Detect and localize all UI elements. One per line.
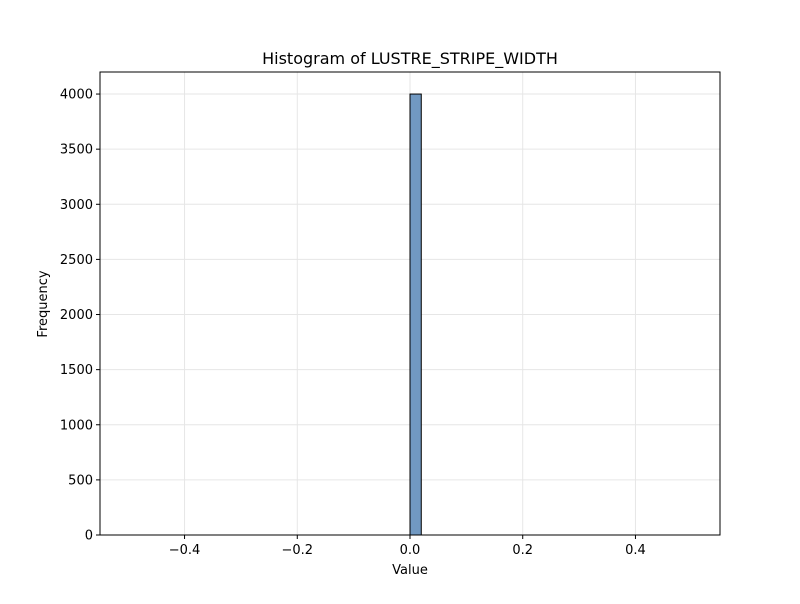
y-tick-label: 500: [68, 473, 93, 488]
x-tick-label: 0.2: [512, 543, 533, 558]
x-tick-label: 0.0: [400, 543, 421, 558]
y-tick-label: 1500: [60, 363, 93, 378]
y-tick-label: 4000: [60, 88, 93, 103]
y-tick-label: 3000: [60, 198, 93, 213]
y-tick-label: 1000: [60, 418, 93, 433]
y-tick-label: 3500: [60, 143, 93, 158]
y-tick-label: 0: [85, 529, 93, 544]
y-tick-label: 2500: [60, 253, 93, 268]
x-tick-label: −0.4: [169, 543, 201, 558]
ticks-layer: 0 500 1000 1500 2000 2500 3000 3500 4000 −0.4 −0.2…: [60, 88, 646, 558]
x-axis-label: Value: [392, 563, 428, 578]
y-axis-label: Frequency: [36, 270, 51, 337]
histogram-bar: [409, 93, 422, 536]
bars-layer: [409, 93, 422, 536]
x-tick-label: 0.4: [625, 543, 646, 558]
y-tick-label: 2000: [60, 308, 93, 323]
x-tick-label: −0.2: [281, 543, 313, 558]
chart-title: Histogram of LUSTRE_STRIPE_WIDTH: [262, 49, 558, 69]
